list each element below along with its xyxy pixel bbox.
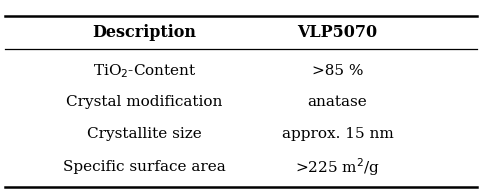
Text: VLP5070: VLP5070 [297, 24, 377, 41]
Text: anatase: anatase [308, 95, 367, 109]
Text: approx. 15 nm: approx. 15 nm [281, 127, 393, 141]
Text: >85 %: >85 % [312, 64, 363, 78]
Text: Description: Description [93, 24, 197, 41]
Text: Crystal modification: Crystal modification [67, 95, 223, 109]
Text: >225 m$^2$/g: >225 m$^2$/g [295, 156, 380, 178]
Text: Crystallite size: Crystallite size [87, 127, 202, 141]
Text: TiO$_2$-Content: TiO$_2$-Content [93, 62, 197, 80]
Text: Specific surface area: Specific surface area [63, 160, 226, 174]
